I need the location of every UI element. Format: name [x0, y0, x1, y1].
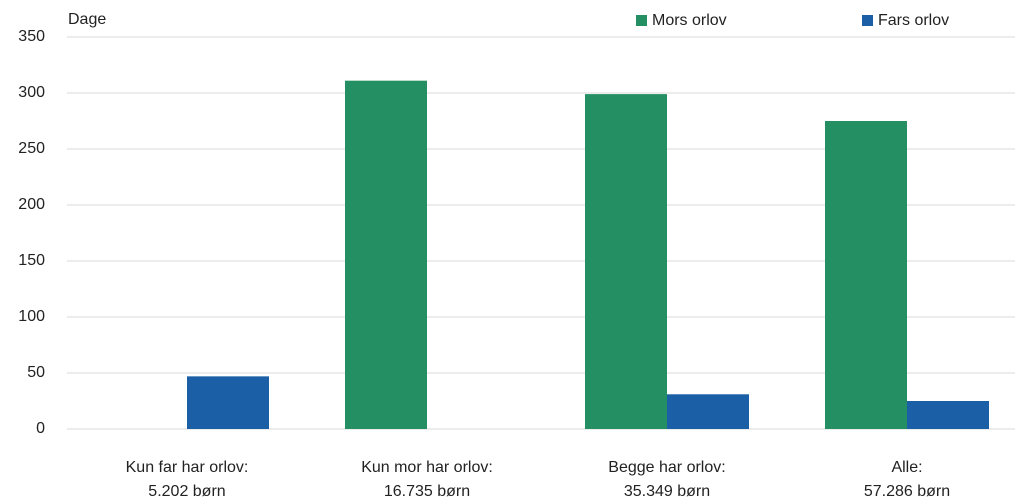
bar	[187, 376, 269, 429]
x-tick-label: Kun far har orlov: 5.202 børn	[126, 459, 249, 500]
x-tick-label-line: 35.349 børn	[624, 483, 710, 500]
x-tick-label-line: Begge har orlov:	[608, 459, 725, 476]
x-tick-label-line: Kun mor har orlov:	[361, 459, 493, 476]
bar	[345, 80, 427, 430]
y-tick-label: 150	[18, 252, 45, 269]
x-tick-label-line: 5.202 børn	[148, 483, 225, 500]
legend-label: Fars orlov	[878, 12, 949, 29]
bar	[907, 401, 989, 429]
y-tick-label: 0	[36, 420, 45, 437]
y-tick-label: 200	[18, 196, 45, 213]
bar	[825, 121, 907, 429]
x-tick-label: Begge har orlov: 35.349 børn	[608, 459, 725, 500]
x-tick-label-line: Alle:	[891, 459, 922, 476]
y-tick-label: 100	[18, 308, 45, 325]
legend-label: Mors orlov	[652, 12, 727, 29]
bar	[667, 394, 749, 429]
x-tick-label: Kun mor har orlov: 16.735 børn	[361, 459, 493, 500]
x-tick-label: Alle: 57.286 børn	[864, 459, 950, 500]
y-tick-label: 350	[18, 28, 45, 45]
x-tick-label-line: 57.286 børn	[864, 483, 950, 500]
y-tick-label: 300	[18, 84, 45, 101]
y-axis-label: Dage	[68, 11, 106, 28]
bar	[585, 94, 667, 430]
legend-swatch	[636, 15, 647, 26]
x-tick-label-line: Kun far har orlov:	[126, 459, 249, 476]
legend-swatch	[862, 15, 873, 26]
y-tick-label: 50	[27, 364, 45, 381]
y-tick-label: 250	[18, 140, 45, 157]
x-tick-label-line: 16.735 børn	[384, 483, 470, 500]
